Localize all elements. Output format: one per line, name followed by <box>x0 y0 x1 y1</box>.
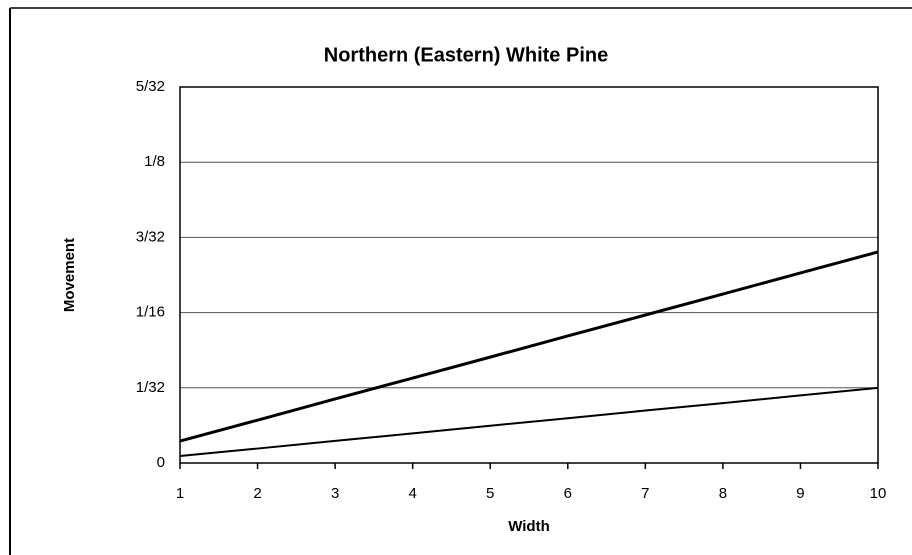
y-tick-label: 3/32 <box>136 228 165 245</box>
x-tick-label: 9 <box>796 485 804 502</box>
y-tick-label: 1/16 <box>136 304 165 321</box>
y-tick-label: 5/32 <box>136 78 165 95</box>
x-tick-label: 6 <box>564 485 572 502</box>
chart-title: Northern (Eastern) White Pine <box>324 44 608 66</box>
series-line <box>179 386 879 458</box>
x-axis-label: Width <box>508 518 550 535</box>
x-tick-label: 5 <box>486 485 494 502</box>
y-tick-label: 1/32 <box>136 379 165 396</box>
x-tick-label: 8 <box>719 485 727 502</box>
x-tick-label: 7 <box>641 485 649 502</box>
x-tick-label: 10 <box>870 485 887 502</box>
y-axis-label: Movement <box>61 238 78 312</box>
x-tick-label: 3 <box>331 485 339 502</box>
y-tick-label: 0 <box>157 454 165 471</box>
plot-area <box>179 86 879 464</box>
y-tick-label: 1/8 <box>144 153 165 170</box>
x-tick-label: 2 <box>253 485 261 502</box>
x-tick-label: 4 <box>408 485 416 502</box>
series-line <box>179 250 879 443</box>
x-tick-label: 1 <box>176 485 184 502</box>
